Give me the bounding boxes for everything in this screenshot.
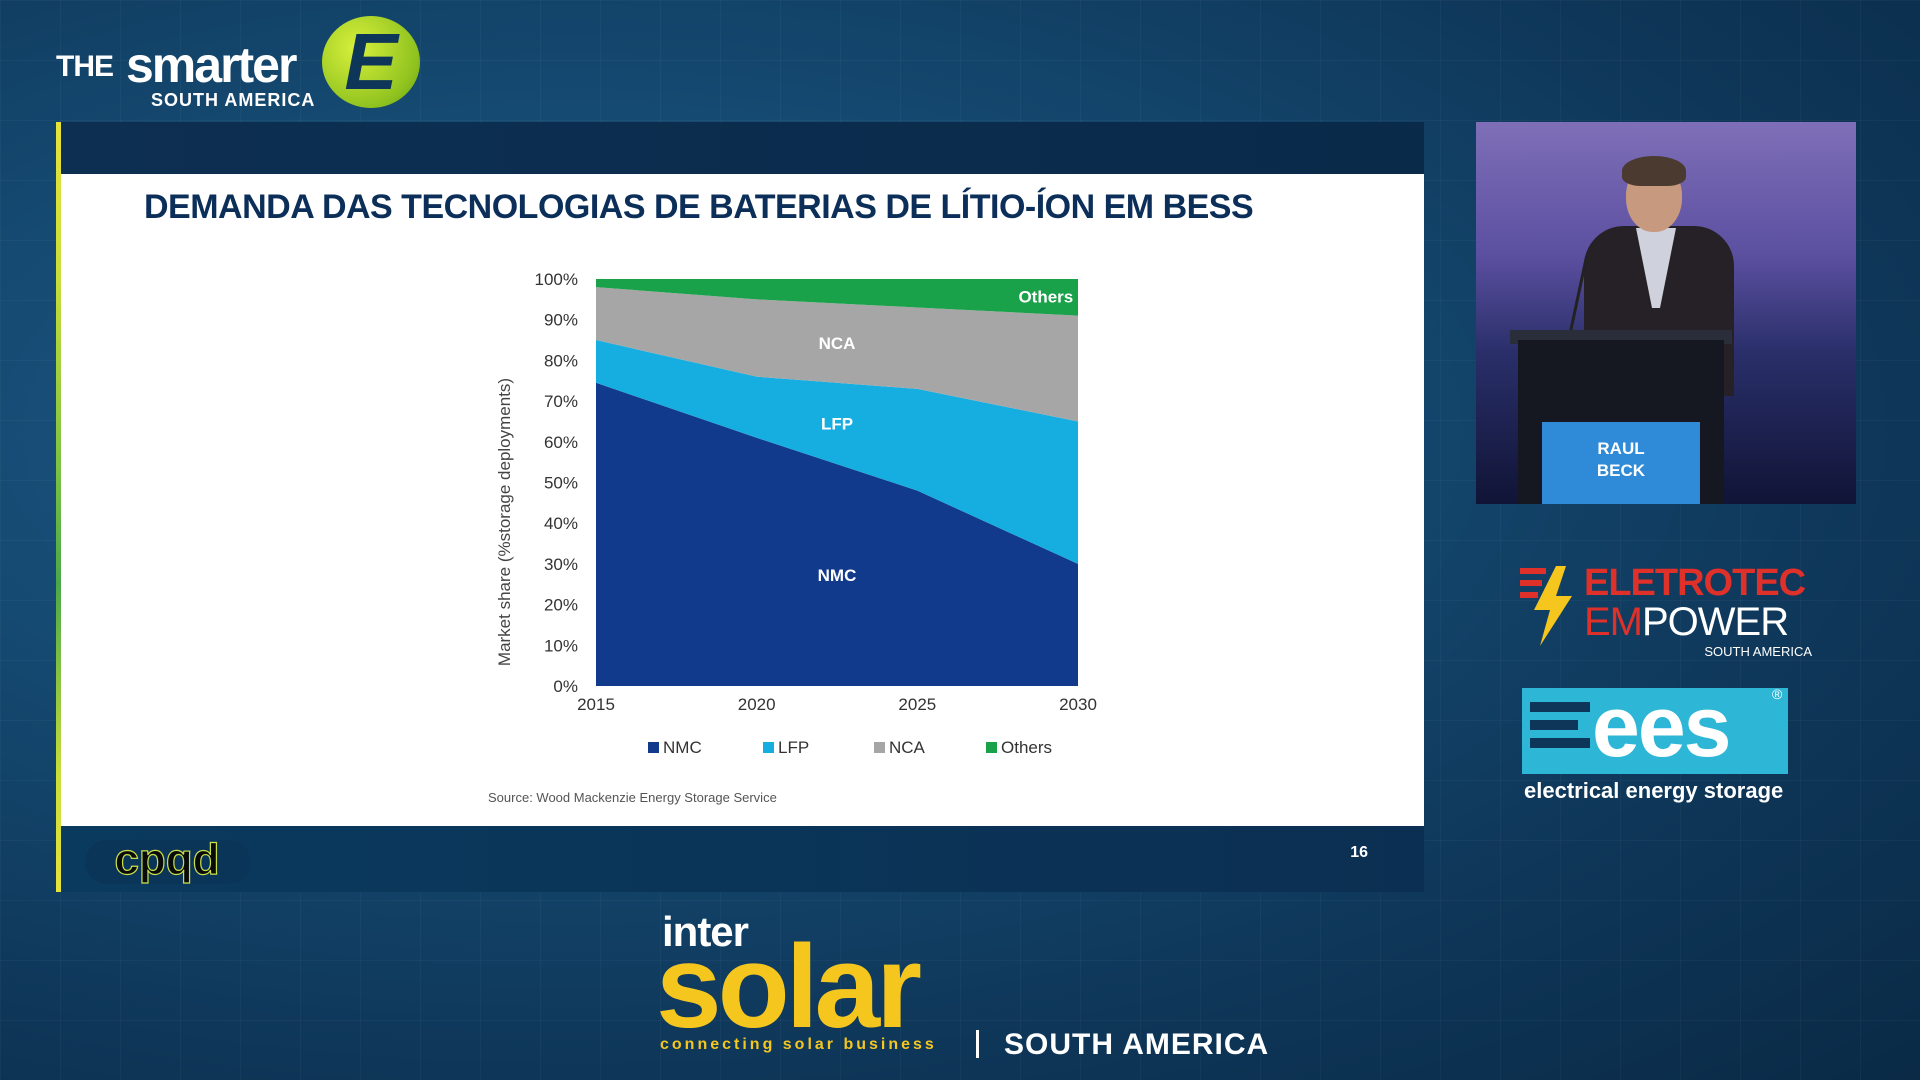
legend-swatch-lfp [763, 742, 774, 753]
y-tick-label: 40% [544, 514, 578, 533]
speaker-video-feed: RAUL BECK [1476, 122, 1856, 504]
eletrotec-wordmark: ELETROTEC [1584, 562, 1806, 604]
intersolar-inter: inter [662, 908, 749, 955]
cpqd-logo-text: cpqd [114, 835, 219, 884]
source-note: Source: Wood Mackenzie Energy Storage Se… [488, 790, 777, 805]
legend-swatch-nmc [648, 742, 659, 753]
legend-swatch-nca [874, 742, 885, 753]
area-nca [596, 287, 1078, 422]
brand-the: THE [56, 50, 114, 83]
intersolar-separator [976, 1030, 979, 1058]
brand-e-badge: E [322, 16, 420, 108]
legend-swatch-others [986, 742, 997, 753]
speaker-name-first: RAUL [1597, 439, 1645, 458]
eletrotec-region: SOUTH AMERICA [1704, 644, 1812, 659]
area-label-nmc: NMC [818, 566, 857, 585]
speaker-name-last: BECK [1596, 461, 1646, 480]
empower-em: EM [1584, 600, 1643, 644]
y-tick-label: 10% [544, 636, 578, 655]
y-tick-label: 90% [544, 311, 578, 330]
the-smarter-e-logo: THE smarter SOUTH AMERICA E [56, 14, 436, 114]
eletrotec-empower-logo: ELETROTEC EMPOWER SOUTH AMERICA [1520, 562, 1820, 672]
intersolar-tagline: connecting solar business [660, 1036, 937, 1053]
x-tick-label: 2020 [738, 695, 776, 714]
slide-title: DEMANDA DAS TECNOLOGIAS DE BATERIAS DE L… [144, 188, 1254, 226]
y-tick-label: 0% [553, 677, 578, 696]
intersolar-logo: inter solar connecting solar business SO… [656, 908, 1276, 1068]
legend-label-nmc: NMC [663, 738, 702, 757]
y-tick-label: 60% [544, 433, 578, 452]
empower-power: POWER [1642, 600, 1789, 644]
speaker-hair [1622, 156, 1686, 186]
y-tick-label: 100% [535, 270, 578, 289]
slide-accent-bar [56, 122, 61, 892]
ees-wordmark: ees [1592, 679, 1731, 775]
area-others [596, 279, 1078, 316]
legend-label-lfp: LFP [778, 738, 809, 757]
slide-page-number: 16 [1350, 844, 1368, 861]
y-tick-label: 80% [544, 351, 578, 370]
intersolar-solar: solar [656, 921, 922, 1053]
y-tick-label: 30% [544, 555, 578, 574]
legend-label-others: Others [1001, 738, 1052, 757]
presentation-slide: DEMANDA DAS TECNOLOGIAS DE BATERIAS DE L… [56, 122, 1424, 892]
y-tick-label: 50% [544, 474, 578, 493]
area-label-others: Others [1018, 288, 1073, 307]
cpqd-logo: cpqd [85, 834, 251, 885]
y-axis-label: Market share (%storage deployments) [495, 378, 514, 666]
x-tick-label: 2030 [1059, 695, 1097, 714]
market-share-area-chart: 0% 10% 20% 30% 40% 50% 60% 70% 80% 90% 100% 2015 20… [495, 270, 1097, 757]
area-label-lfp: LFP [821, 414, 853, 433]
lightning-bolt-icon [1520, 566, 1572, 646]
slide-bottom-bar: cpqd 16 [61, 826, 1424, 892]
area-label-nca: NCA [819, 334, 856, 353]
ees-tagline: electrical energy storage [1524, 778, 1784, 803]
ees-bars-icon [1530, 702, 1590, 748]
ees-logo: ees ® electrical energy storage [1522, 679, 1822, 806]
x-tick-label: 2015 [577, 695, 615, 714]
ees-registered: ® [1772, 686, 1783, 702]
intersolar-region: SOUTH AMERICA [1004, 1028, 1270, 1061]
y-tick-label: 70% [544, 392, 578, 411]
area-nmc [596, 382, 1078, 686]
legend-label-nca: NCA [889, 738, 926, 757]
brand-smarter: smarter [126, 37, 297, 93]
area-lfp [596, 340, 1078, 564]
y-tick-label: 20% [544, 596, 578, 615]
brand-e-letter: E [344, 17, 398, 106]
x-tick-label: 2025 [898, 695, 936, 714]
speaker-nameplate: RAUL BECK [1542, 422, 1700, 504]
slide-top-bar [61, 122, 1424, 174]
empower-wordmark: EMPOWER [1584, 600, 1789, 645]
brand-region: SOUTH AMERICA [151, 90, 316, 110]
